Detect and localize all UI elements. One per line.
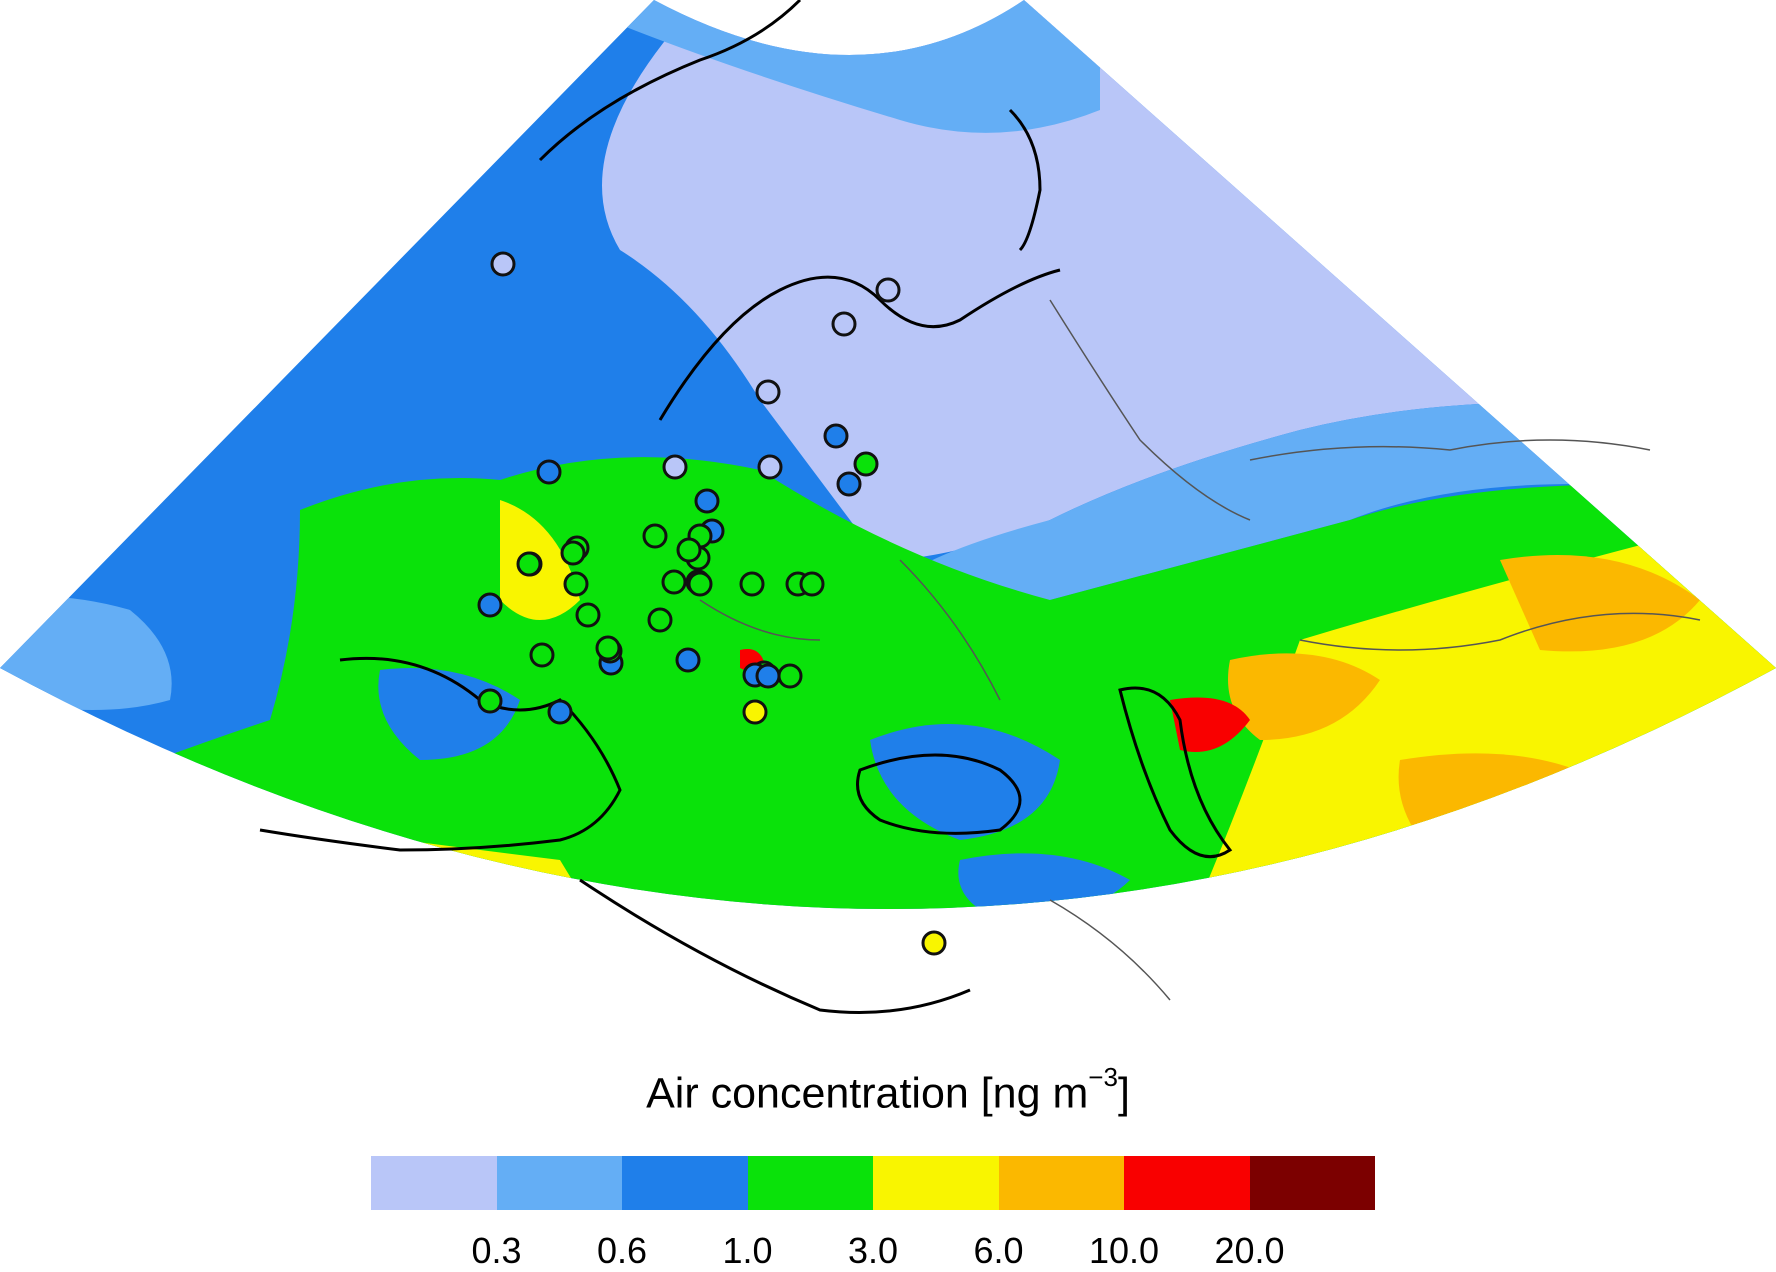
station-marker — [661, 569, 687, 595]
legend-tick-label: 0.6 — [596, 1230, 648, 1271]
station-marker — [836, 471, 862, 497]
station-marker — [642, 523, 668, 549]
station-marker — [595, 635, 621, 661]
station-marker — [687, 571, 713, 597]
legend-tick-label: 6.0 — [973, 1230, 1024, 1271]
legend-swatch-4 — [873, 1156, 999, 1210]
station-marker — [675, 647, 701, 673]
legend-tick-label: 20.0 — [1214, 1230, 1285, 1271]
country-borders — [699, 299, 1701, 1001]
station-marker — [563, 571, 589, 597]
station-marker — [547, 699, 573, 725]
legend-swatch-2 — [622, 1156, 748, 1210]
station-marker — [831, 311, 857, 337]
station-marker — [529, 642, 555, 668]
measurement-stations — [477, 251, 947, 956]
station-marker — [560, 540, 586, 566]
station-marker — [755, 663, 781, 689]
legend-swatch-3 — [747, 1156, 873, 1210]
station-marker — [777, 663, 803, 689]
legend-title-text: Air concentration [ng m — [646, 1069, 1089, 1118]
legend-swatch-0 — [371, 1156, 497, 1210]
station-marker — [477, 592, 503, 618]
legend-title-exponent: −3 — [1088, 1062, 1118, 1092]
station-marker — [742, 699, 768, 725]
station-marker — [575, 602, 601, 628]
station-marker — [662, 454, 688, 480]
concentration-map — [0, 0, 1776, 1014]
legend-swatch-5 — [998, 1156, 1124, 1210]
legend-swatch-1 — [496, 1156, 622, 1210]
legend-tick-label: 1.0 — [722, 1230, 773, 1271]
station-marker — [739, 571, 765, 597]
station-marker — [694, 488, 720, 514]
coastlines — [259, 0, 1233, 1014]
station-marker — [921, 930, 947, 956]
legend-swatch-7 — [1249, 1156, 1375, 1210]
station-marker — [490, 251, 516, 277]
concentration-field — [0, 0, 1776, 909]
station-marker — [516, 551, 542, 577]
station-marker — [823, 423, 849, 449]
legend-title: Air concentration [ng m−3] — [0, 1062, 1776, 1118]
station-marker — [676, 537, 702, 563]
station-marker — [755, 379, 781, 405]
legend-title-suffix: ] — [1117, 1069, 1130, 1118]
legend-colorbar — [371, 1156, 1375, 1210]
station-marker — [799, 571, 825, 597]
station-marker — [477, 688, 503, 714]
legend-tick-label: 3.0 — [847, 1230, 899, 1271]
legend-tick-label: 10.0 — [1088, 1230, 1160, 1271]
station-marker — [647, 607, 673, 633]
station-marker — [536, 459, 562, 485]
legend-swatch-6 — [1124, 1156, 1250, 1210]
station-marker — [853, 451, 879, 477]
station-marker — [757, 454, 783, 480]
station-marker — [875, 277, 901, 303]
legend-tick-label: 0.3 — [471, 1230, 522, 1271]
